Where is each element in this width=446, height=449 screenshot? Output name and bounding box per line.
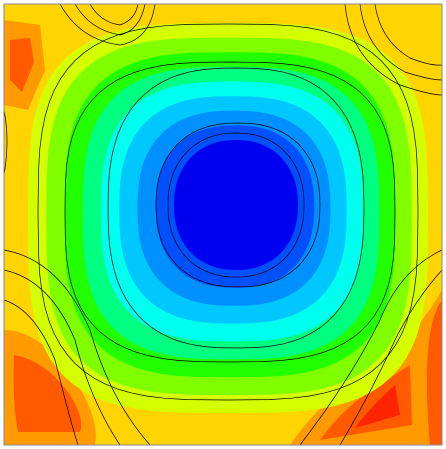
contour-line — [155, 122, 321, 288]
contour-band — [174, 140, 298, 270]
hot-region — [426, 300, 442, 445]
contour-line — [4, 249, 151, 445]
contour-line — [167, 132, 305, 278]
hot-region — [13, 355, 82, 432]
contour-line — [107, 67, 365, 349]
frame — [3, 3, 443, 446]
contour-line — [339, 269, 442, 445]
contour-line — [4, 269, 121, 445]
contour-line — [89, 4, 139, 26]
contour-line — [64, 61, 396, 363]
contour-line — [4, 299, 79, 445]
contour-line — [74, 4, 146, 36]
contour-line — [37, 23, 419, 401]
hot-region — [355, 385, 400, 428]
contour-line — [59, 4, 156, 46]
contour-line — [374, 4, 442, 66]
contour-line — [299, 249, 442, 445]
hot-region — [10, 38, 34, 92]
hot-region — [320, 365, 412, 440]
contour-line — [344, 4, 442, 96]
contour-line — [359, 4, 442, 81]
contour-line — [4, 109, 8, 176]
